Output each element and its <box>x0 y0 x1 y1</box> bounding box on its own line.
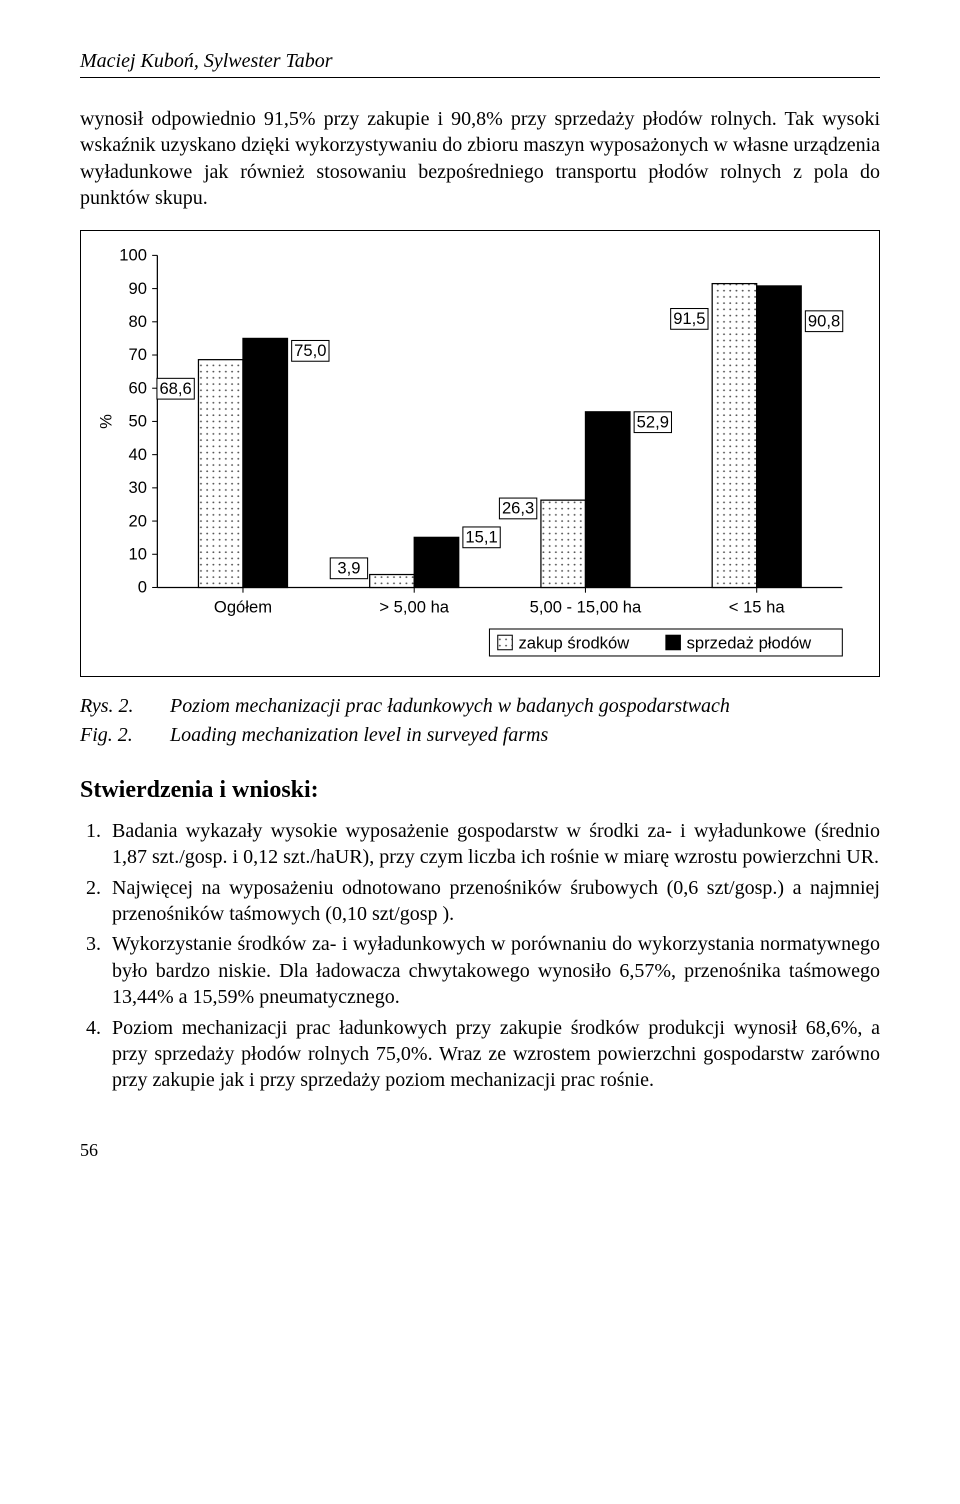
bar-chart: 0 10 20 30 40 50 60 70 80 90 100% Ogółem 68,6 75,0 > 5… <box>93 245 861 666</box>
svg-text:0: 0 <box>138 577 147 596</box>
svg-text:sprzedaż płodów: sprzedaż płodów <box>687 633 813 652</box>
svg-text:26,3: 26,3 <box>502 498 534 517</box>
list-item: Wykorzystanie środków za- i wyładunkowyc… <box>106 931 880 1010</box>
caption-rys: Rys. 2. Poziom mechanizacji prac ładunko… <box>80 695 880 718</box>
svg-text:20: 20 <box>129 511 147 530</box>
svg-text:5,00 - 15,00 ha: 5,00 - 15,00 ha <box>530 597 642 616</box>
svg-text:52,9: 52,9 <box>637 412 669 431</box>
svg-text:90,8: 90,8 <box>808 311 840 330</box>
svg-text:3,9: 3,9 <box>337 558 360 577</box>
svg-text:> 5,00 ha: > 5,00 ha <box>379 597 449 616</box>
section-heading: Stwierdzenia i wnioski: <box>80 777 880 804</box>
svg-text:%: % <box>97 413 116 428</box>
svg-text:10: 10 <box>129 544 147 563</box>
intro-paragraph: wynosił odpowiednio 91,5% przy zakupie i… <box>80 106 880 212</box>
svg-text:30: 30 <box>129 478 147 497</box>
list-item: Poziom mechanizacji prac ładunkowych prz… <box>106 1015 880 1094</box>
svg-text:100: 100 <box>119 245 147 264</box>
running-head: Maciej Kuboń, Sylwester Tabor <box>80 50 880 78</box>
chart-container: 0 10 20 30 40 50 60 70 80 90 100% Ogółem 68,6 75,0 > 5… <box>80 230 880 677</box>
svg-text:Ogółem: Ogółem <box>214 597 272 616</box>
list-item: Badania wykazały wysokie wyposażenie gos… <box>106 818 880 871</box>
list-item: Najwięcej na wyposażeniu odnotowano prze… <box>106 875 880 928</box>
caption-fig: Fig. 2. Loading mechanization level in s… <box>80 724 880 747</box>
svg-text:70: 70 <box>129 345 147 364</box>
svg-text:91,5: 91,5 <box>673 309 705 328</box>
svg-text:68,6: 68,6 <box>159 378 191 397</box>
svg-text:zakup środków: zakup środków <box>519 633 631 652</box>
findings-list: Badania wykazały wysokie wyposażenie gos… <box>80 818 880 1094</box>
svg-text:< 15 ha: < 15 ha <box>729 597 786 616</box>
caption-rys-text: Poziom mechanizacji prac ładunkowych w b… <box>170 695 880 718</box>
svg-text:60: 60 <box>129 378 147 397</box>
svg-text:80: 80 <box>129 312 147 331</box>
caption-fig-label: Fig. 2. <box>80 724 170 747</box>
svg-text:40: 40 <box>129 444 147 463</box>
page-number: 56 <box>80 1140 880 1161</box>
svg-text:90: 90 <box>129 278 147 297</box>
svg-text:75,0: 75,0 <box>294 341 326 360</box>
caption-fig-text: Loading mechanization level in surveyed … <box>170 724 880 747</box>
svg-text:15,1: 15,1 <box>465 527 497 546</box>
caption-rys-label: Rys. 2. <box>80 695 170 718</box>
svg-text:50: 50 <box>129 411 147 430</box>
